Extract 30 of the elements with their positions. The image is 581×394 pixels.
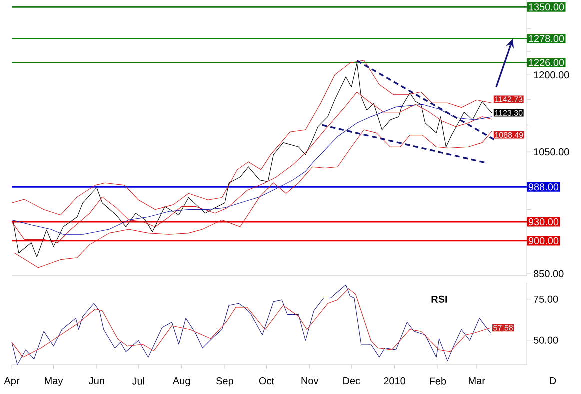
x-tick-label: May bbox=[45, 378, 64, 386]
data-label: 57.58 bbox=[494, 325, 513, 331]
text: D bbox=[550, 378, 556, 384]
ref-line-label: 1350.00 bbox=[529, 4, 564, 11]
x-tick-label: Mar bbox=[469, 378, 486, 385]
ref-line-label: 930.00 bbox=[528, 218, 559, 226]
y-tick-label: 75.00 bbox=[534, 296, 558, 303]
y-tick-label: 1200.00 bbox=[534, 72, 570, 79]
x-tick-label: Jul bbox=[132, 378, 144, 385]
x-tick-label: Sep bbox=[216, 378, 234, 387]
data-label: 1142.73 bbox=[495, 96, 523, 102]
x-tick-label: Jun bbox=[89, 378, 104, 385]
text: RSI bbox=[432, 296, 448, 303]
x-tick-label: Dec bbox=[344, 378, 360, 385]
x-tick-label: Apr bbox=[4, 378, 20, 386]
y-tick-label: 850.00 bbox=[534, 270, 564, 278]
y-tick-label: 1050.00 bbox=[534, 148, 570, 156]
x-tick-label: 2010 bbox=[384, 378, 406, 385]
x-tick-label: Nov bbox=[302, 378, 319, 385]
x-tick-label: Feb bbox=[430, 378, 446, 385]
x-tick-label: Oct bbox=[259, 378, 274, 385]
y-tick-label: 50.00 bbox=[534, 336, 558, 344]
ref-line-label: 1278.00 bbox=[529, 35, 564, 42]
line-series bbox=[12, 60, 492, 216]
data-label: 1088.49 bbox=[495, 132, 524, 138]
ref-line-label: 1226.00 bbox=[529, 59, 564, 66]
ref-line-label: 988.00 bbox=[528, 184, 559, 191]
x-tick-label: Aug bbox=[172, 378, 190, 386]
ref-line-label: 900.00 bbox=[528, 237, 559, 244]
data-label: 1123.30 bbox=[495, 110, 523, 116]
